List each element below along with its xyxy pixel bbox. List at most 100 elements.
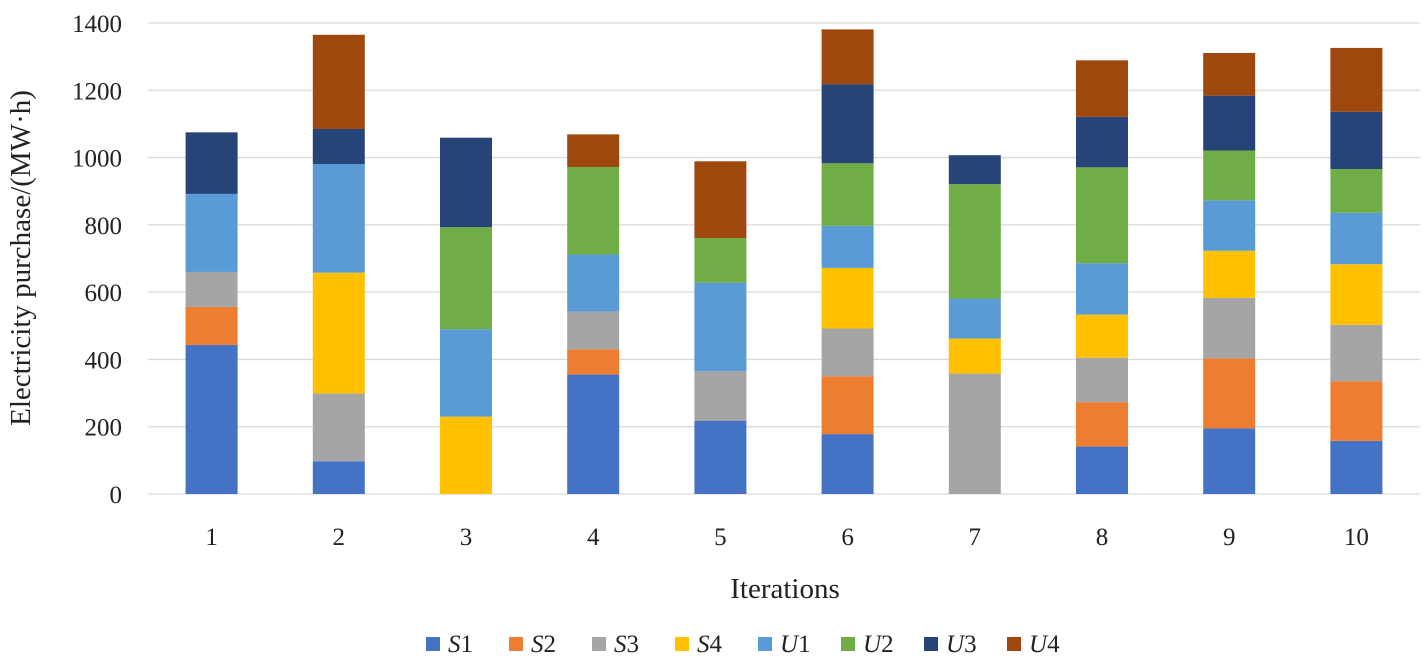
x-tick-label: 8 <box>1096 524 1109 551</box>
bar-segment-u2 <box>821 163 874 226</box>
legend-label-u4: U4 <box>1029 631 1060 658</box>
bar-segment-u4 <box>1330 47 1383 112</box>
bar-segment-u4 <box>1203 52 1256 96</box>
bar-segment-u1 <box>440 329 492 417</box>
bar-segment-s1 <box>185 344 238 494</box>
bar-segment-s2 <box>185 306 238 345</box>
bar-segment-u2 <box>1330 169 1383 213</box>
bars <box>185 29 1383 494</box>
bar-segment-u3 <box>1203 95 1256 151</box>
bar-segment-s3 <box>1076 357 1128 403</box>
bar-segment-u3 <box>312 128 365 164</box>
y-tick-label: 600 <box>85 280 123 307</box>
x-tick-label: 7 <box>969 524 982 551</box>
bar-segment-s3 <box>1203 297 1256 359</box>
bar-segment-u1 <box>694 282 747 372</box>
bar-segment-u2 <box>1076 167 1128 264</box>
x-tick-label: 3 <box>460 524 473 551</box>
y-tick-label: 1200 <box>72 78 122 105</box>
y-tick-label: 200 <box>85 415 123 442</box>
x-tick-label: 4 <box>587 524 600 551</box>
bar-segment-u3 <box>185 132 238 194</box>
bar-segment-u2 <box>567 166 620 255</box>
x-tick-label: 6 <box>841 524 854 551</box>
bar-segment-s4 <box>821 267 874 329</box>
legend-label-s4: S4 <box>697 631 723 658</box>
legend-swatch-u1 <box>758 637 772 651</box>
bar-segment-s1 <box>821 434 874 494</box>
bar-segment-s3 <box>1330 324 1383 382</box>
bar-segment-s3 <box>948 373 1001 494</box>
legend: S1 S2 S3 S4 U1 U2 U3 U4 <box>426 631 1060 658</box>
legend-swatch-s4 <box>675 637 689 651</box>
y-axis-title: Electricity purchase/(MW·h) <box>5 90 37 426</box>
bar-segment-s1 <box>1330 440 1383 494</box>
y-tick-label: 800 <box>85 213 123 240</box>
bar-segment-u4 <box>821 29 874 85</box>
bar-segment-s4 <box>1203 250 1256 298</box>
bar-segment-s1 <box>694 420 747 494</box>
legend-swatch-s2 <box>509 637 523 651</box>
bar-segment-s1 <box>312 461 365 494</box>
bar-segment-s2 <box>1330 381 1383 441</box>
bar-segment-s2 <box>821 376 874 435</box>
y-tick-label: 400 <box>85 347 123 374</box>
legend-label-u1: U1 <box>780 631 811 658</box>
legend-swatch-u4 <box>1007 637 1021 651</box>
bar-segment-u2 <box>1203 150 1256 201</box>
y-tick-label: 1000 <box>72 146 122 173</box>
bar-segment-u2 <box>948 184 1001 299</box>
bar-segment-s3 <box>312 393 365 462</box>
bar-segment-s2 <box>1076 402 1128 447</box>
legend-label-u2: U2 <box>863 631 894 658</box>
bar-segment-u1 <box>948 298 1001 339</box>
x-tick-label: 9 <box>1223 524 1236 551</box>
bar-segment-s3 <box>185 271 238 307</box>
legend-swatch-s3 <box>592 637 606 651</box>
legend-label-s2: S2 <box>531 631 556 658</box>
x-tick-label: 5 <box>714 524 727 551</box>
bar-segment-u3 <box>948 155 1001 185</box>
legend-label-s3: S3 <box>614 631 639 658</box>
bar-segment-u4 <box>694 161 747 238</box>
bar-segment-u1 <box>821 225 874 268</box>
bar-segment-u2 <box>694 237 747 283</box>
y-tick-label: 0 <box>110 482 123 509</box>
y-axis-ticks: 0 200 400 600 800 1000 1200 1400 <box>72 11 122 509</box>
bar-segment-s3 <box>567 311 620 350</box>
legend-swatch-u2 <box>841 637 855 651</box>
bar-segment-u4 <box>567 134 620 167</box>
bar-segment-u3 <box>1076 116 1128 168</box>
bar-segment-u1 <box>312 163 365 273</box>
bar-segment-u4 <box>312 34 365 129</box>
bar-segment-s4 <box>312 272 365 394</box>
bar-segment-s2 <box>1203 358 1256 429</box>
bar-segment-u3 <box>440 137 492 228</box>
bar-segment-s4 <box>948 338 1001 374</box>
bar-segment-s4 <box>440 416 492 494</box>
bar-segment-u1 <box>1330 212 1383 265</box>
y-tick-label: 1400 <box>72 11 122 38</box>
bar-segment-s1 <box>1203 428 1256 494</box>
legend-swatch-s1 <box>426 637 440 651</box>
bar-segment-u1 <box>1203 200 1256 251</box>
bar-segment-s3 <box>821 328 874 377</box>
bar-segment-u2 <box>440 227 492 330</box>
bar-segment-u3 <box>821 84 874 164</box>
bar-segment-u4 <box>1076 60 1128 117</box>
bar-segment-s4 <box>1330 264 1383 325</box>
x-tick-label: 10 <box>1344 524 1369 551</box>
bar-segment-u1 <box>567 254 620 312</box>
legend-label-s1: S1 <box>448 631 473 658</box>
bar-segment-s1 <box>567 374 620 494</box>
x-axis-title: Iterations <box>730 573 840 605</box>
bar-segment-s4 <box>1076 314 1128 358</box>
x-axis-ticks: 1 2 3 4 5 6 7 8 9 10 <box>205 524 1369 551</box>
legend-swatch-u3 <box>924 637 938 651</box>
bar-segment-s3 <box>694 371 747 421</box>
bar-segment-u3 <box>1330 111 1383 170</box>
bar-segment-s1 <box>1076 446 1128 494</box>
x-tick-label: 2 <box>333 524 346 551</box>
legend-label-u3: U3 <box>946 631 977 658</box>
